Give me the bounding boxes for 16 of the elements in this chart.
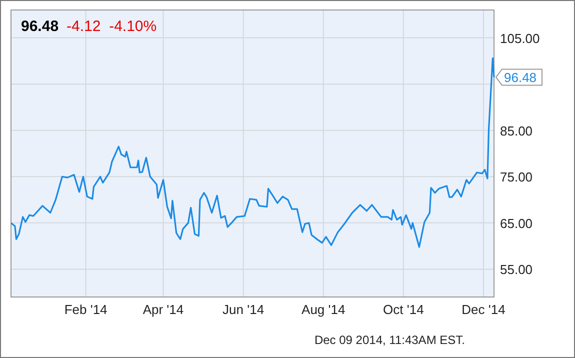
x-tick-label: Jun '14	[222, 302, 264, 317]
y-tick-label: 85.00	[500, 123, 533, 138]
line-series	[10, 57, 495, 248]
x-tick-label: Oct '14	[383, 302, 424, 317]
y-tick-label: 75.00	[500, 170, 533, 185]
x-tick-label: Aug '14	[302, 302, 346, 317]
y-tick-label: 105.00	[500, 30, 540, 46]
text: Dec 09 2014, 11:43AM EST.	[314, 333, 465, 347]
annotation: 96.48	[504, 70, 537, 86]
y-tick-label: 55.00	[500, 262, 533, 278]
x-tick-label: Apr '14	[142, 302, 184, 317]
y-tick-label: 65.00	[500, 216, 533, 231]
text: -4.12 -4.10%	[66, 18, 157, 35]
x-tick-label: Feb '14	[64, 302, 108, 317]
x-tick-label: Dec '14	[462, 302, 506, 317]
text: 96.48	[21, 18, 59, 35]
